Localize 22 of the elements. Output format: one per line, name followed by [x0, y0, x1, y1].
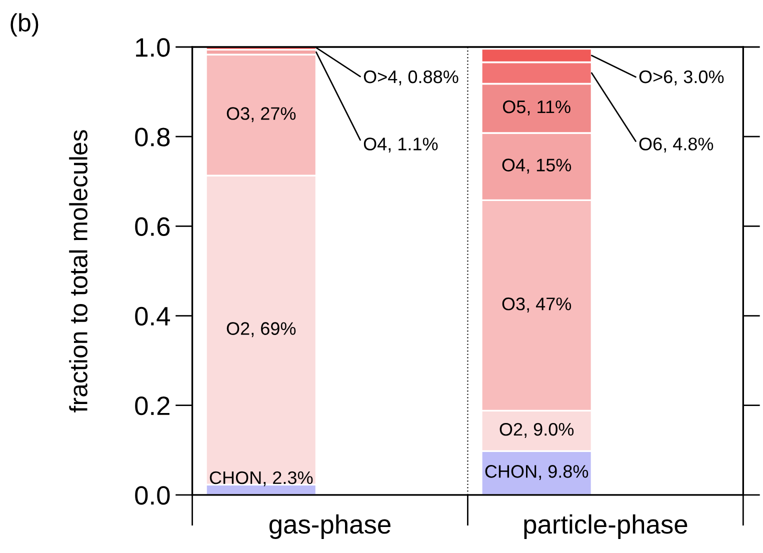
data-label: O5, 11%: [502, 100, 570, 116]
y-tick-label: 0.8: [135, 128, 170, 146]
data-label: O3, 47%: [502, 298, 572, 312]
data-label: CHON, 9.8%: [485, 465, 588, 480]
data-label: O>6, 3.0%: [639, 70, 724, 86]
data-label: O>4, 0.88%: [364, 70, 458, 86]
data-label: O6, 4.8%: [639, 138, 714, 153]
text: (b): [10, 13, 38, 37]
y-tick-label: 0.0: [135, 486, 170, 505]
x-tick-label: gas-phase: [269, 514, 390, 539]
y-tick-label: 1.0: [136, 38, 170, 57]
x-tick-label: particle-phase: [524, 514, 688, 539]
y-tick-label: 0.4: [135, 306, 170, 326]
data-label: O4, 1.1%: [364, 138, 438, 153]
data-label: CHON, 2.3%: [210, 471, 313, 486]
data-label: O3, 27%: [226, 107, 296, 122]
data-label: O2, 9.0%: [500, 422, 574, 438]
data-label: O2, 69%: [226, 322, 296, 338]
data-label: O4, 15%: [502, 158, 572, 174]
y-axis-title: fraction to total molecules: [69, 130, 88, 412]
y-tick-label: 0.6: [135, 217, 170, 236]
y-tick-label: 0.2: [135, 396, 170, 416]
